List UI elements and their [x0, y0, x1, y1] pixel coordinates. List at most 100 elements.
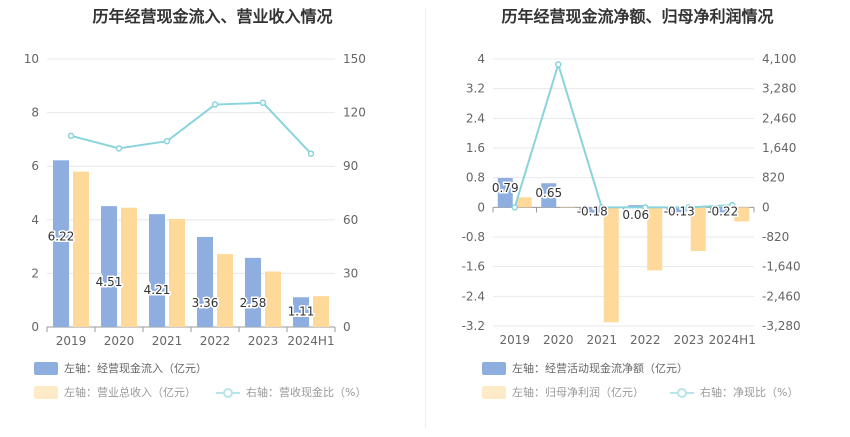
bar-primary	[53, 160, 69, 327]
bar-primary	[101, 206, 117, 327]
bar-primary	[149, 214, 165, 327]
ratio-line-point	[598, 204, 605, 211]
y-left-tick-label: 1.6	[466, 141, 485, 155]
bar-data-label: 4.51	[96, 275, 123, 289]
y-left-tick-label: 10	[24, 52, 39, 66]
bar-data-label: 3.36	[192, 296, 219, 310]
y-left-tick-label: -0.8	[462, 230, 485, 244]
y-right-tick-label: 0	[762, 200, 770, 214]
legend-label: 左轴：归母净利润（亿元）	[512, 386, 644, 399]
x-tick-label: 2021	[152, 334, 183, 348]
y-right-tick-label: 60	[343, 213, 358, 227]
legend-item-net-cash-ratio[interactable]: 右轴：净现比（%）	[670, 384, 798, 400]
bar-secondary	[121, 207, 137, 327]
x-tick-label: 2019	[499, 333, 530, 347]
x-tick-label: 2020	[543, 333, 574, 347]
y-left-tick-label: 0.8	[466, 171, 485, 185]
legend-label: 左轴：营业总收入（亿元）	[64, 386, 196, 399]
y-right-tick-label: 30	[343, 266, 358, 280]
bar-primary	[584, 207, 600, 215]
ratio-line-point	[163, 137, 171, 145]
x-tick-label: 2023	[673, 333, 704, 347]
legend-label: 左轴：经营现金流入（亿元）	[64, 362, 207, 375]
y-right-tick-label: 0	[343, 320, 351, 334]
ratio-line-point	[555, 61, 562, 68]
bar-secondary	[217, 254, 233, 327]
y-right-tick-label: 120	[343, 106, 366, 120]
y-left-tick-label: 2.4	[466, 111, 485, 125]
bar-primary	[715, 207, 731, 216]
ratio-line-point	[259, 99, 267, 107]
bar-primary	[497, 178, 513, 208]
legend-item-net-cash-flow[interactable]: 左轴：经营活动现金流净额（亿元）	[482, 360, 688, 376]
bar-secondary	[603, 207, 619, 323]
left-chart-title: 历年经营现金流入、营业收入情况	[92, 7, 333, 26]
ratio-line-point	[685, 204, 692, 211]
y-right-tick-label: -1,640	[762, 260, 801, 274]
right-chart-legend: 左轴：经营活动现金流净额（亿元） 左轴：归母净利润（亿元） 右轴：净现比（%）	[425, 0, 850, 437]
ratio-line-point	[211, 101, 219, 108]
x-tick-label: 2019	[56, 334, 87, 348]
bar-secondary	[647, 207, 663, 271]
bar-secondary	[73, 171, 89, 327]
bar-data-label: 1.11	[288, 304, 315, 318]
y-right-tick-label: 1,640	[762, 141, 796, 155]
y-right-tick-label: 820	[762, 171, 785, 185]
y-left-tick-label: 0	[31, 320, 39, 334]
left-chart-legend: 左轴：经营现金流入（亿元） 左轴：营业总收入（亿元） 右轴：营收现金比（%）	[34, 360, 366, 400]
legend-item-ratio[interactable]: 右轴：营收现金比（%）	[216, 384, 366, 400]
legend-item-net-profit[interactable]: 左轴：归母净利润（亿元）	[482, 384, 644, 400]
y-left-tick-label: 4	[31, 213, 39, 227]
bar-data-label: 4.21	[144, 283, 171, 297]
x-tick-label: 2024H1	[287, 334, 334, 348]
y-right-tick-label: 4,100	[762, 52, 796, 66]
panel-divider	[425, 8, 426, 428]
legend-swatch-blue	[34, 361, 58, 375]
bar-data-label: 0.65	[535, 186, 562, 200]
ratio-line	[513, 60, 733, 209]
legend-item-cash-inflow[interactable]: 左轴：经营现金流入（亿元）	[34, 360, 207, 376]
x-tick-label: 2022	[630, 333, 661, 347]
bar-data-label: 6.22	[48, 229, 75, 243]
legend-line-icon	[670, 386, 694, 399]
bar-secondary	[265, 271, 281, 327]
legend-item-revenue[interactable]: 左轴：营业总收入（亿元）	[34, 384, 196, 400]
y-left-tick-label: -2.4	[462, 289, 485, 303]
bar-secondary	[313, 296, 329, 327]
left-chart-plot: 0 0 2 30 4 60 6 90 8 120 10 150 2019 2020 2021 2022 2023…	[24, 52, 366, 348]
legend-label: 右轴：营收现金比（%）	[246, 386, 367, 399]
y-left-tick-label: 3.2	[466, 82, 485, 96]
left-chart-panel: 历年经营现金流入、营业收入情况 0 0 2 30 4 60 6 90 8 120 10 150 2019…	[24, 7, 367, 400]
y-left-tick-label: -3.2	[462, 319, 485, 333]
x-tick-label: 2023	[248, 334, 279, 348]
y-right-tick-label: 90	[343, 159, 358, 173]
bar-primary	[197, 236, 213, 327]
y-left-tick-label: 0	[477, 200, 485, 214]
ratio-line-point	[511, 204, 518, 211]
right-chart-title: 历年经营现金流净额、归母净利润情况	[501, 7, 774, 26]
y-right-tick-label: -2,460	[762, 289, 801, 303]
bar-data-label: -0.22	[707, 204, 738, 218]
legend-swatch-orange	[34, 385, 58, 399]
y-left-tick-label: 4	[477, 52, 485, 66]
ratio-line-point	[307, 150, 315, 157]
y-left-tick-label: 2	[31, 266, 39, 280]
bar-secondary	[516, 197, 532, 208]
bar-secondary	[169, 218, 185, 327]
x-tick-label: 2022	[200, 334, 231, 348]
ratio-line	[70, 101, 312, 155]
y-left-tick-label: 6	[31, 159, 39, 173]
bar-secondary	[734, 207, 750, 222]
ratio-line-point	[67, 132, 75, 140]
bar-data-label: -0.13	[664, 204, 695, 218]
bar-data-label: 0.06	[622, 208, 649, 222]
y-right-tick-label: 3,280	[762, 82, 796, 96]
y-left-tick-label: 8	[31, 106, 39, 120]
legend-label: 左轴：经营活动现金流净额（亿元）	[512, 362, 688, 375]
x-tick-label: 2020	[104, 334, 135, 348]
y-right-tick-label: 150	[343, 52, 366, 66]
y-right-tick-label: 2,460	[762, 111, 796, 125]
legend-label: 右轴：净现比（%）	[700, 386, 799, 399]
bar-secondary	[690, 207, 706, 252]
